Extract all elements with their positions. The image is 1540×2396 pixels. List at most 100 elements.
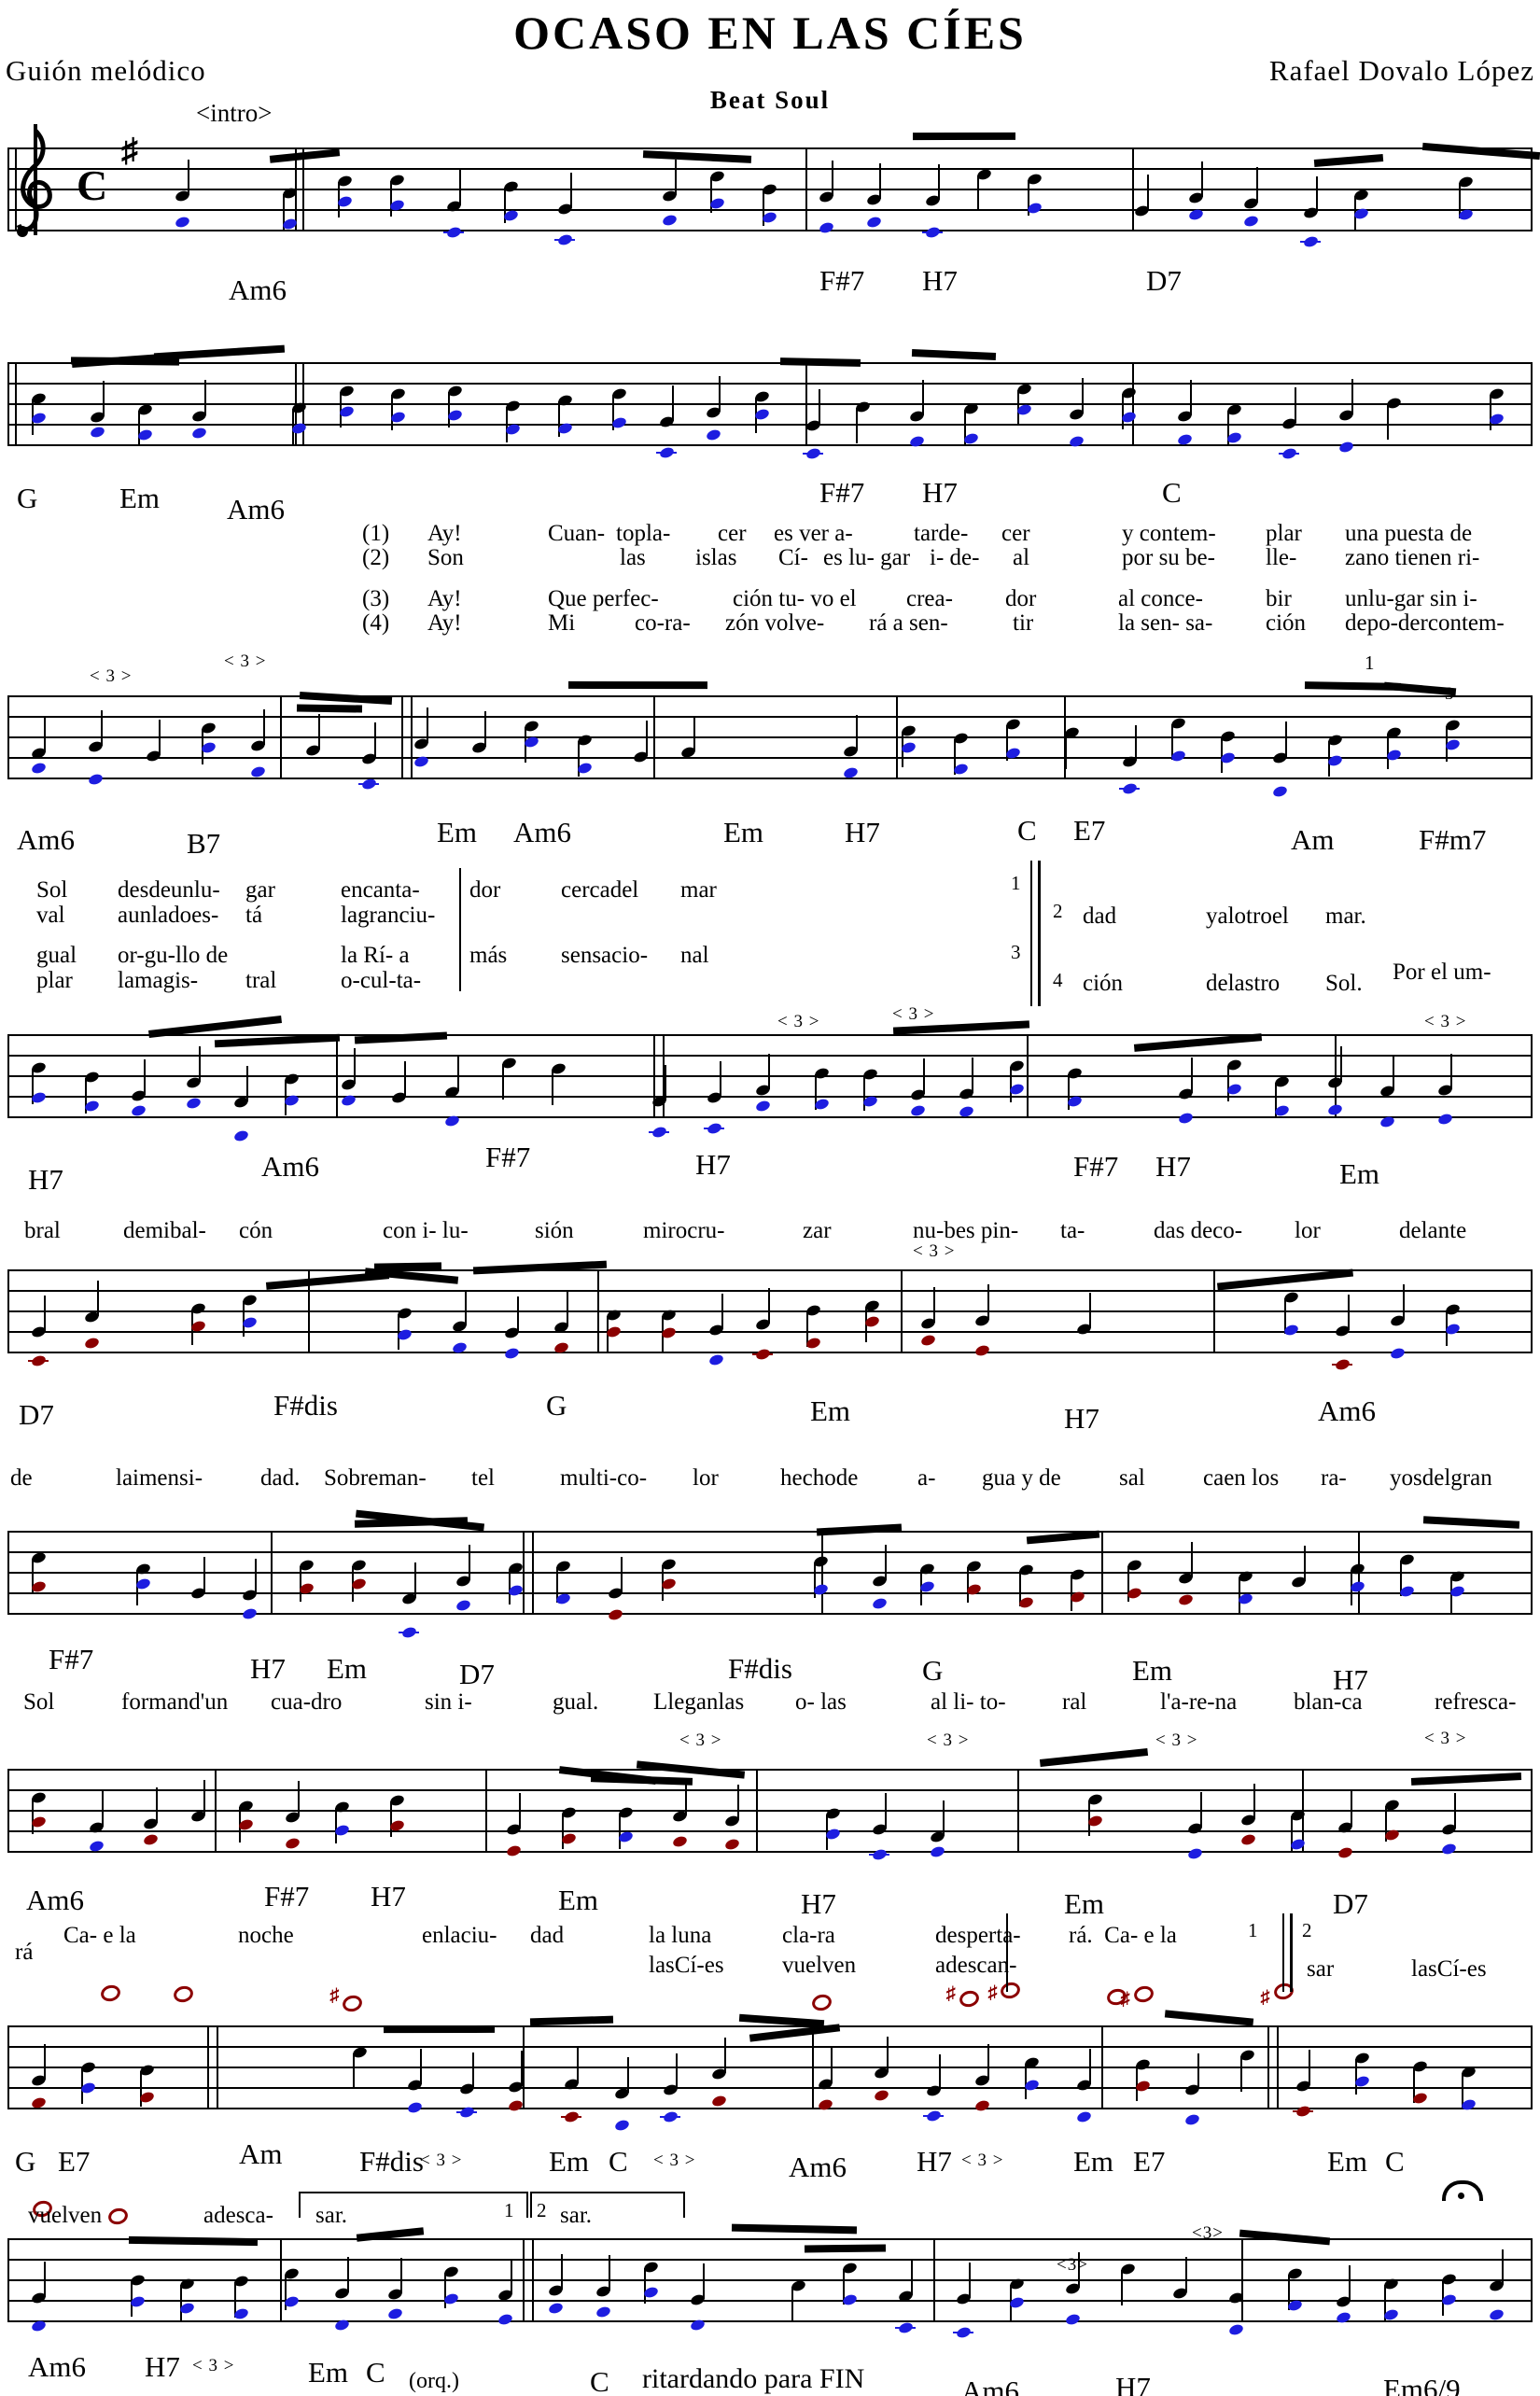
beam: [805, 2244, 887, 2253]
chord-label: Em6/9: [1383, 2373, 1461, 2396]
chord-label: D7: [459, 1658, 495, 1690]
note-stem: [155, 1787, 158, 1824]
lyric-syllable: laimensi-: [116, 1465, 203, 1491]
note-stem: [806, 1311, 809, 1348]
lyric-syllable: cón: [239, 1218, 273, 1243]
barline: [336, 1034, 338, 1118]
triplet-mark: < 3 >: [927, 1730, 970, 1750]
beam: [780, 357, 861, 367]
beam: [1164, 2009, 1253, 2026]
note-stem: [1171, 724, 1174, 760]
note-stem: [1127, 1565, 1129, 1602]
notehead-voice2: [1176, 433, 1193, 447]
note-stem: [718, 375, 721, 412]
sharp-accidental: ♯: [1120, 1988, 1130, 2010]
lyric-syllable: nu-bes pin-: [913, 1218, 1019, 1243]
beam: [1133, 1032, 1263, 1052]
beam: [1026, 1530, 1099, 1545]
chord-label: F#dis: [728, 1652, 792, 1685]
lyric-syllable: Que perfec-: [548, 586, 659, 611]
note-stem: [204, 380, 207, 416]
lyric-syllable: co-ra-: [635, 610, 691, 636]
note-stem: [879, 163, 882, 200]
note-stem: [1384, 2285, 1387, 2321]
chord-label: F#dis: [359, 2145, 424, 2178]
lyric-syllable: zar: [803, 1218, 832, 1243]
barline: [411, 695, 413, 779]
lyric-syllable: de: [10, 1465, 33, 1491]
note-stem: [1078, 2252, 1081, 2289]
chord-label: F#7: [1073, 1150, 1119, 1183]
lyric-syllable: sal: [1119, 1465, 1145, 1491]
lyric-syllable: gual.: [553, 1689, 599, 1715]
notehead-voice2: [563, 2110, 581, 2124]
lyric-syllable: crea-: [906, 586, 953, 611]
lyric-syllable: nal: [680, 943, 709, 968]
note-stem: [1461, 2072, 1463, 2109]
triplet-mark: < 3 >: [224, 652, 267, 671]
lyric-syllable: (3): [362, 586, 390, 611]
chord-label: Am: [1291, 823, 1335, 856]
lyric-syllable: depo-dercontem-: [1345, 610, 1505, 636]
notehead-voice2: [710, 2094, 728, 2108]
note-stem: [352, 2053, 355, 2090]
note-stem: [484, 710, 487, 747]
notehead-voice2: [458, 2106, 476, 2120]
lyric-syllable: ra-: [1321, 1465, 1347, 1491]
lyric-syllable: plar: [1266, 521, 1302, 546]
note-stem: [675, 2053, 678, 2089]
lyric-syllable: dad.: [260, 1465, 301, 1491]
lyric-syllable: bir: [1266, 586, 1292, 611]
beam: [473, 1261, 608, 1275]
notehead-voice2: [1243, 214, 1260, 229]
note-stem: [32, 1559, 34, 1595]
note-stem: [1081, 378, 1084, 414]
barline: [1027, 1034, 1029, 1118]
volta-number: 1: [1011, 872, 1021, 894]
notehead-voice2: [1488, 2307, 1505, 2322]
lyric-syllable: Ca- e la: [63, 1923, 136, 1948]
note-stem: [158, 720, 161, 756]
lyric-syllable: lasCí-es: [649, 1953, 724, 1978]
chord-label: C: [1385, 2145, 1405, 2178]
notehead-voice2: [755, 1347, 772, 1362]
beam: [568, 680, 707, 689]
note-stem: [1239, 1577, 1241, 1614]
note-stem: [933, 1286, 936, 1323]
volta-number: 1: [504, 2199, 514, 2221]
staff-system-5: [7, 1261, 1533, 1371]
note-stem: [335, 1808, 338, 1844]
barline: [1531, 695, 1533, 779]
note-stem: [976, 175, 979, 212]
note-stem: [1348, 2264, 1351, 2301]
notehead-voice2: [1440, 1843, 1458, 1857]
note-stem: [1120, 2269, 1123, 2305]
lyric-syllable: Sol: [36, 877, 68, 903]
notehead-voice2: [755, 1099, 772, 1114]
note-stem: [626, 2056, 629, 2093]
note-stem: [420, 2049, 423, 2085]
lyric-syllable: zón volve-: [725, 610, 825, 636]
note-stem: [1339, 1046, 1342, 1083]
note-stem: [1135, 725, 1138, 762]
notehead-voice2: [707, 1352, 724, 1367]
note-stem: [620, 1556, 623, 1592]
note-stem: [843, 2269, 846, 2305]
left-caption: Guión melódico: [6, 54, 206, 87]
halfnote-above: [957, 1988, 981, 2010]
note-stem: [32, 1069, 34, 1105]
note-stem: [198, 1045, 201, 1082]
notehead-voice2: [1177, 1111, 1195, 1126]
notehead-voice2: [1379, 1114, 1396, 1129]
note-stem: [471, 2053, 474, 2089]
note-stem: [1400, 1561, 1403, 1597]
notehead-voice2: [341, 1093, 357, 1108]
barline: [1531, 2025, 1533, 2109]
divider-line: [1290, 1913, 1293, 1992]
barline: [523, 2238, 525, 2322]
chord-label: F#7: [264, 1880, 310, 1913]
triplet-mark: < 3 >: [961, 2151, 1004, 2170]
chord-label: F#7: [819, 264, 865, 297]
note-stem: [938, 163, 941, 200]
beam: [1410, 1772, 1521, 1786]
